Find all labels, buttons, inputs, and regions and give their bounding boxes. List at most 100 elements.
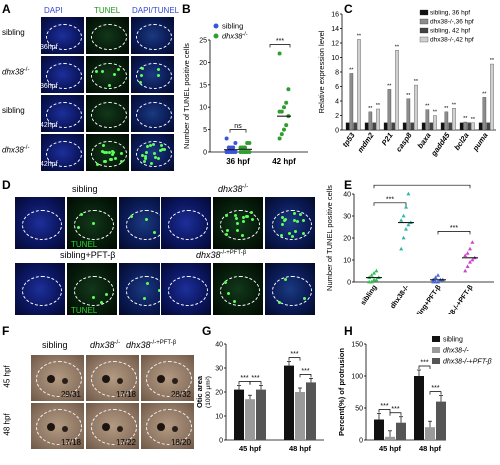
tunel-positive-dot <box>227 292 231 296</box>
tunel-positive-dot <box>295 220 299 224</box>
tunel-positive-dot <box>141 66 145 70</box>
tunel-positive-dot <box>117 68 121 72</box>
e-data-point <box>465 251 470 255</box>
tunel-positive-dot <box>156 74 160 78</box>
tunel-positive-dot <box>298 212 302 216</box>
tunel-positive-dot <box>158 149 162 153</box>
otolith <box>157 375 165 383</box>
otic-vesicle-outline <box>36 361 82 397</box>
tunel-positive-dot <box>277 300 281 304</box>
h-y-tick-label: 50 <box>355 406 363 413</box>
tunel-positive-dot <box>114 156 118 160</box>
otolith <box>102 375 110 383</box>
otic-vesicle-outline <box>91 24 127 50</box>
d-micrograph: TUNEL <box>66 262 118 316</box>
tunel-positive-dot <box>110 150 114 154</box>
c-bar-sig: ** <box>452 102 457 108</box>
f-ratio: 17/22 <box>115 438 136 447</box>
h-bar <box>396 422 406 440</box>
tunel-positive-dot <box>102 151 106 155</box>
chart-c: 0 2 4 6 8 10 12 14 16 Relative expression level **… <box>317 10 496 158</box>
b-x-tick-label: 36 hpf <box>226 157 250 166</box>
a-micrograph <box>85 55 130 94</box>
e-data-point <box>463 268 468 273</box>
a-stage-label: 36hpf <box>40 83 58 90</box>
otic-vesicle-outline <box>136 141 172 167</box>
h-bar <box>436 401 446 440</box>
h-bar <box>374 419 384 440</box>
e-data-point <box>401 235 406 240</box>
otic-vesicle-outline <box>46 24 82 50</box>
c-bar <box>433 115 437 131</box>
b-data-point <box>247 141 252 146</box>
otolith <box>157 423 165 431</box>
tunel-positive-dot <box>241 234 245 238</box>
b-data-point <box>282 105 286 110</box>
g-y-tick-label: 10 <box>215 414 223 421</box>
tunel-positive-dot <box>140 74 144 78</box>
g-bar <box>245 399 255 440</box>
otic-vesicle-outline <box>168 210 208 240</box>
c-legend-label: dhx38-/-,36 hpf <box>430 19 474 26</box>
otic-vesicle-outline <box>22 210 62 240</box>
c-x-tick-label: gadd45 <box>429 130 452 158</box>
otic-vesicle-outline <box>136 24 172 50</box>
g-sig-bracket <box>288 357 301 361</box>
a-micrograph: 42hpf <box>40 133 85 172</box>
tunel-positive-dot <box>241 216 245 220</box>
b-sig-label: *** <box>276 38 284 45</box>
a-header-tunel: TUNEL <box>94 6 121 15</box>
e-y-tick-label: 0 <box>347 280 351 287</box>
e-y-tick-label: 30 <box>343 214 351 221</box>
g-sig-label: *** <box>301 368 309 375</box>
tunel-positive-dot <box>279 234 283 238</box>
h-legend-swatch <box>432 347 440 353</box>
b-legend-marker <box>213 33 219 39</box>
e-data-point <box>470 257 475 262</box>
tunel-positive-dot <box>234 217 238 221</box>
h-bar <box>414 376 424 440</box>
b-data-point <box>282 127 286 132</box>
otic-vesicle-outline <box>46 63 82 89</box>
b-y-tick-label: 15 <box>199 82 207 89</box>
a-micrograph: 42hpf <box>40 94 85 133</box>
tunel-positive-dot <box>282 219 286 223</box>
tunel-positive-dot <box>149 143 153 147</box>
e-x-tick-label: dhx38-/- <box>390 284 412 311</box>
tunel-positive-dot <box>236 229 240 233</box>
e-data-point <box>468 246 472 251</box>
panel-label-d: D <box>2 178 11 192</box>
b-data-point <box>231 145 236 150</box>
tunel-positive-dot <box>251 217 255 221</box>
a-micrograph: 36hpf <box>40 16 85 55</box>
g-bar <box>234 389 244 440</box>
otic-vesicle-outline <box>168 276 208 306</box>
d-micrograph <box>264 196 316 250</box>
e-x-tick-label: dhx38-/-+PFT-β <box>440 284 475 314</box>
h-x-tick-label: 48 hpf <box>419 444 442 453</box>
c-bar <box>372 122 376 131</box>
c-bar <box>414 84 418 131</box>
c-x-tick-label: tp53 <box>340 130 357 148</box>
h-sig-bracket <box>389 412 402 416</box>
otolith <box>117 426 123 432</box>
d-label-dhx38: dhx38-/- <box>218 184 249 194</box>
f-ratio: 17/18 <box>60 438 81 447</box>
c-bar <box>448 122 452 131</box>
a-row-label: sibling <box>2 28 25 37</box>
h-y-tick-label: 0 <box>359 438 363 445</box>
e-data-point <box>468 260 472 264</box>
otic-vesicle-outline <box>36 409 82 445</box>
tunel-positive-dot <box>280 222 284 226</box>
h-legend-label: dhx38-/- <box>443 348 469 355</box>
tunel-positive-dot <box>159 144 163 148</box>
c-bar <box>349 73 354 131</box>
h-bar <box>385 436 395 440</box>
tunel-positive-dot <box>77 225 81 229</box>
c-bar-sig: ** <box>357 33 362 39</box>
h-sig-bracket <box>418 365 431 369</box>
c-bar <box>490 63 494 131</box>
tunel-positive-dot <box>303 297 307 301</box>
otic-vesicle-outline <box>91 361 137 397</box>
